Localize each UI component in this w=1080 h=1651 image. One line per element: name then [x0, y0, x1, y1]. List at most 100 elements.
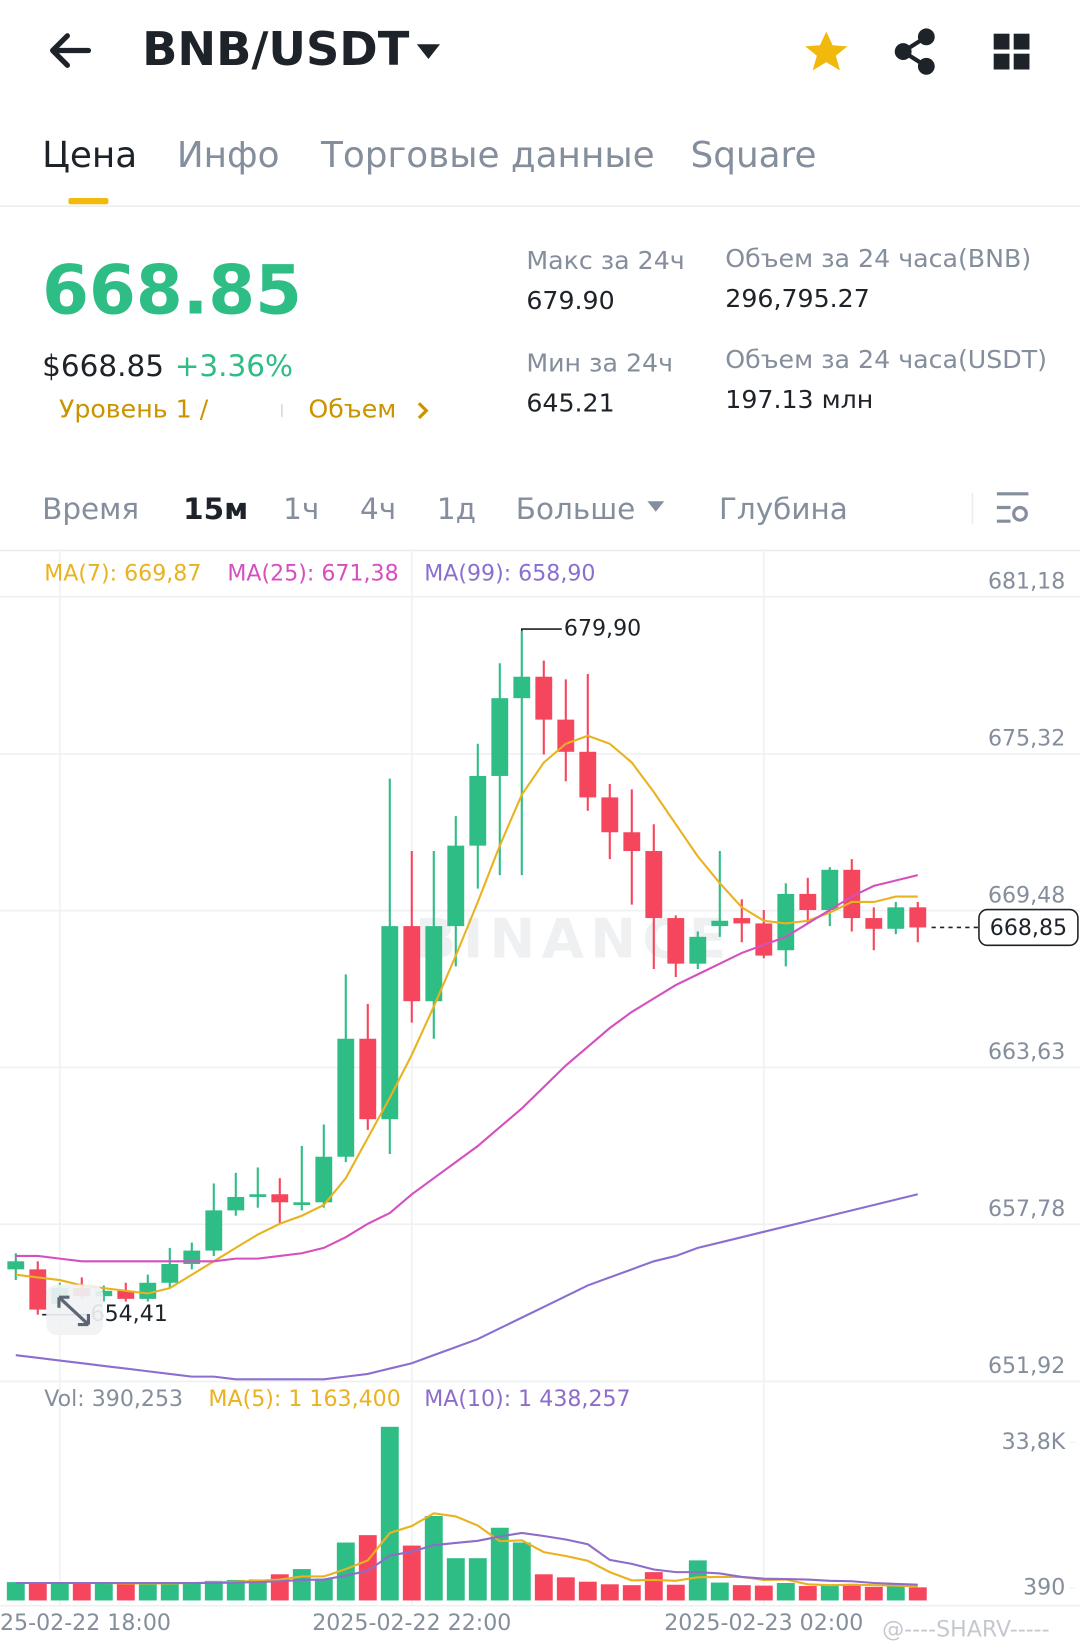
interval[interactable]: 15м — [183, 492, 248, 526]
candle-body — [403, 926, 421, 1002]
volume-bar — [402, 1545, 421, 1601]
volume-bar — [226, 1579, 245, 1601]
candle-body — [733, 918, 751, 924]
tab-indicator — [68, 197, 109, 205]
tab[interactable]: Square — [691, 135, 817, 176]
volume-ma-line — [15, 1531, 918, 1586]
volume-bar — [358, 1535, 377, 1601]
tab[interactable]: Инфо — [177, 135, 280, 176]
candle-body — [161, 1263, 179, 1283]
candle-body — [249, 1194, 267, 1197]
interval[interactable]: 1д — [437, 492, 476, 526]
legend-entry: MA(5): 1 163,400 — [208, 1386, 400, 1412]
candle-body — [865, 918, 883, 929]
volume-link[interactable]: Объем — [308, 395, 396, 424]
volume-bar — [94, 1582, 113, 1601]
interval[interactable]: Глубина — [719, 492, 848, 526]
grid-menu[interactable] — [993, 33, 1030, 70]
x-tick-label: 25-02-22 18:00 — [0, 1610, 171, 1636]
last-price-box — [978, 908, 1079, 947]
volume-bar — [204, 1580, 223, 1601]
candle-body — [469, 775, 487, 846]
low-label: 654,41 — [91, 1301, 168, 1327]
level-link[interactable]: Уровень 1 / — [59, 395, 209, 424]
volume-bar — [556, 1577, 575, 1601]
candle-body — [315, 1156, 333, 1203]
candle-body — [381, 926, 399, 1120]
volume-bar — [622, 1585, 641, 1601]
candle-body — [139, 1282, 157, 1299]
stat-value: 296,795.27 — [725, 284, 870, 313]
stat-label: Мин за 24ч — [526, 348, 673, 377]
tab[interactable]: Торговые данные — [320, 135, 655, 176]
y-tick-label: 651,92 — [988, 1353, 1065, 1379]
legend-entry: MA(10): 1 438,257 — [424, 1386, 630, 1412]
candle-body — [337, 1038, 355, 1157]
divider — [0, 549, 1080, 552]
interval[interactable]: Больше — [516, 492, 636, 526]
expand-button[interactable] — [46, 1284, 104, 1336]
candle-body — [227, 1196, 245, 1211]
candle-body — [887, 907, 905, 929]
footer-watermark: @----SHARV----- — [882, 1616, 1050, 1642]
volume-bar — [534, 1574, 553, 1601]
interval[interactable]: 4ч — [360, 492, 396, 526]
volume-bar — [314, 1578, 333, 1601]
volume-bar — [138, 1582, 157, 1601]
stat-value: 679.90 — [526, 286, 614, 315]
stat-value: 645.21 — [526, 388, 614, 417]
volume-bar — [292, 1569, 311, 1601]
stat-label: Макс за 24ч — [526, 246, 684, 275]
divider — [0, 205, 1080, 207]
candle-body — [447, 845, 465, 927]
expand-icon — [57, 1295, 90, 1327]
share-button[interactable] — [894, 28, 935, 75]
candle-body — [557, 719, 575, 752]
favorite-star[interactable] — [805, 31, 848, 71]
pair-dropdown[interactable] — [416, 44, 440, 59]
chart-settings[interactable] — [996, 492, 1029, 523]
volume-bar — [248, 1579, 267, 1601]
volume-bar — [886, 1586, 905, 1601]
volume-bar — [160, 1583, 179, 1601]
volume-bar — [864, 1586, 883, 1601]
candle-body — [755, 923, 773, 956]
volume-bar — [710, 1582, 729, 1601]
volume-bar — [336, 1542, 355, 1601]
legend-entry: MA(99): 658,90 — [424, 560, 595, 586]
y-tick-label: 669,48 — [988, 882, 1065, 908]
volume-bar — [446, 1558, 465, 1601]
volume-bar — [578, 1581, 597, 1601]
chevron — [417, 402, 429, 420]
y-tick-label: 681,18 — [988, 569, 1065, 595]
back-button[interactable] — [50, 33, 92, 68]
volume-bar — [798, 1586, 817, 1601]
volume-bar — [72, 1583, 91, 1601]
candle-body — [425, 926, 443, 1002]
candle-body — [799, 893, 817, 911]
pair-title[interactable]: BNB/USDT — [142, 22, 410, 76]
candle-body — [271, 1194, 289, 1203]
volume-ma-line — [15, 1512, 918, 1588]
separator — [971, 492, 974, 525]
candle-body — [601, 797, 619, 833]
tab[interactable]: Цена — [42, 135, 137, 176]
y-tick-label: 663,63 — [988, 1039, 1065, 1065]
volume-bar — [776, 1582, 795, 1601]
candle-body — [7, 1261, 25, 1270]
candle-body — [513, 676, 531, 699]
volume-bar — [600, 1584, 619, 1601]
volume-bar — [116, 1583, 135, 1601]
volume-bar — [380, 1426, 399, 1601]
separator — [281, 404, 283, 417]
x-tick-label: 2025-02-22 22:00 — [312, 1610, 511, 1636]
stat-label: Объем за 24 часа(USDT) — [725, 345, 1047, 374]
interval[interactable]: Время — [42, 492, 139, 526]
ma-line — [15, 734, 918, 1295]
candle-body — [689, 936, 707, 964]
interval[interactable]: 1ч — [283, 492, 319, 526]
volume-bar — [732, 1585, 751, 1601]
volume-bar — [754, 1585, 773, 1601]
